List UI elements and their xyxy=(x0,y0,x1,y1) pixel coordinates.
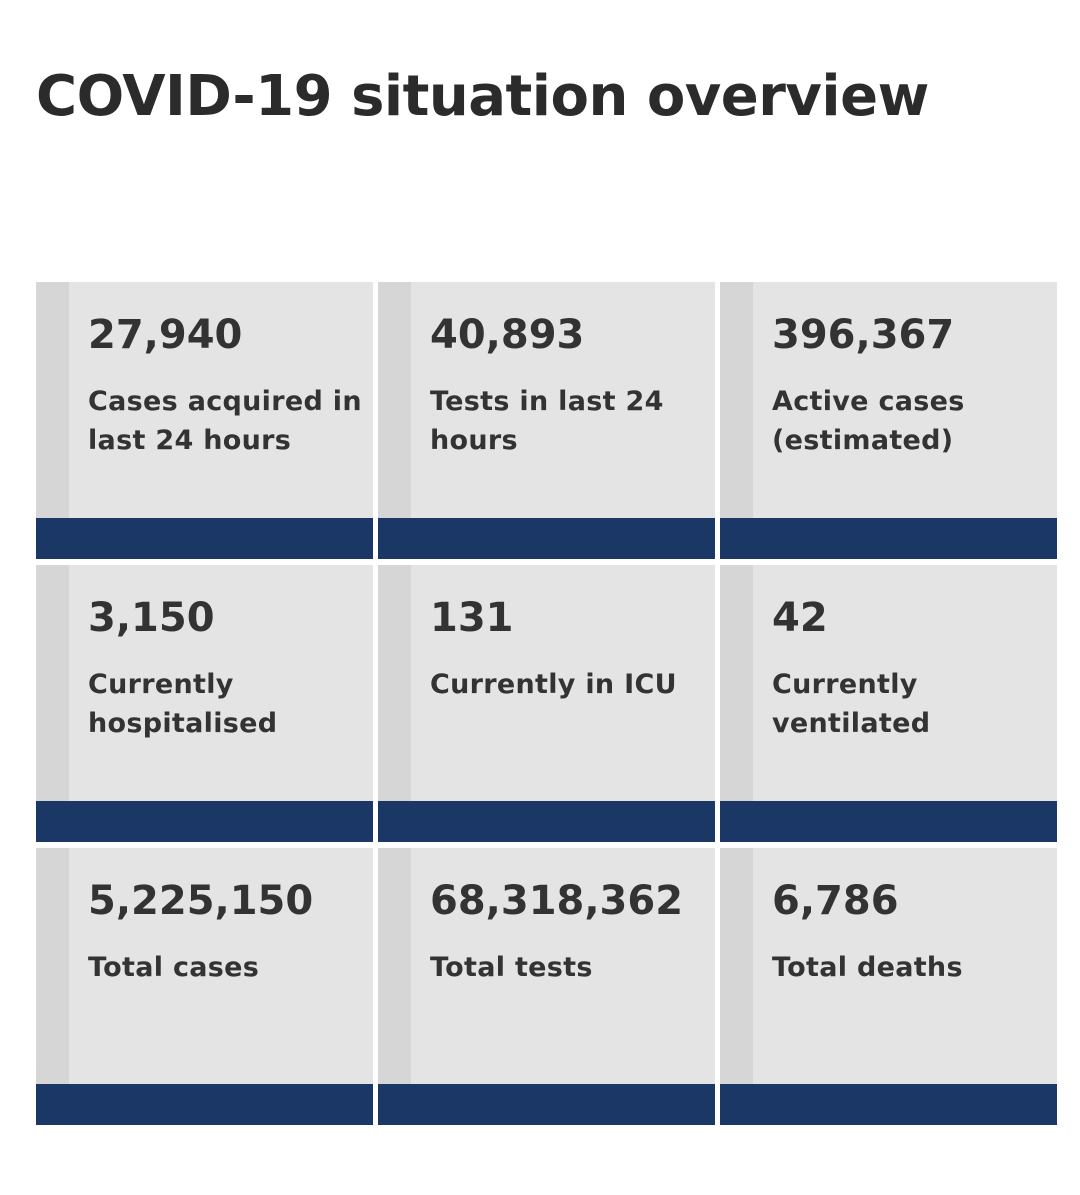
stat-value: 396,367 xyxy=(772,312,955,358)
stat-card-total-tests: 68,318,362 Total tests xyxy=(378,848,715,1125)
card-edge xyxy=(378,848,411,1084)
card-accent-bar xyxy=(36,801,373,842)
card-edge xyxy=(720,848,753,1084)
card-edge xyxy=(720,565,753,801)
stat-value: 40,893 xyxy=(430,312,585,358)
card-accent-bar xyxy=(378,518,715,559)
stat-card-hospitalised: 3,150 Currently hospitalised xyxy=(36,565,373,842)
card-accent-bar xyxy=(720,518,1057,559)
stat-label: Total tests xyxy=(430,952,593,983)
stat-card-ventilated: 42 Currently ventilated xyxy=(720,565,1057,842)
stat-card-active-cases: 396,367 Active cases (estimated) xyxy=(720,282,1057,559)
stat-value: 5,225,150 xyxy=(88,878,314,924)
card-accent-bar xyxy=(36,518,373,559)
stat-label: Currently ventilated xyxy=(772,669,931,739)
stat-value: 68,318,362 xyxy=(430,878,684,924)
card-edge xyxy=(378,282,411,518)
card-accent-bar xyxy=(720,1084,1057,1125)
card-accent-bar xyxy=(378,801,715,842)
stat-value: 6,786 xyxy=(772,878,899,924)
card-edge xyxy=(36,565,69,801)
page-title: COVID-19 situation overview xyxy=(36,64,929,129)
card-accent-bar xyxy=(36,1084,373,1125)
stat-label: Tests in last 24 hours xyxy=(430,386,664,456)
stat-label: Total cases xyxy=(88,952,260,983)
stat-label: Cases acquired in last 24 hours xyxy=(88,386,362,456)
stat-label: Active cases (estimated) xyxy=(772,386,965,456)
card-accent-bar xyxy=(720,801,1057,842)
card-accent-bar xyxy=(378,1084,715,1125)
card-edge xyxy=(720,282,753,518)
stats-grid: 27,940 Cases acquired in last 24 hours 4… xyxy=(36,282,1058,1125)
stat-label: Currently hospitalised xyxy=(88,669,278,739)
stat-card-total-deaths: 6,786 Total deaths xyxy=(720,848,1057,1125)
stat-value: 131 xyxy=(430,595,514,641)
stat-value: 27,940 xyxy=(88,312,243,358)
stat-label: Total deaths xyxy=(772,952,963,983)
stat-card-icu: 131 Currently in ICU xyxy=(378,565,715,842)
stat-label: Currently in ICU xyxy=(430,669,677,700)
card-edge xyxy=(378,565,411,801)
card-edge xyxy=(36,848,69,1084)
stat-card-tests-24h: 40,893 Tests in last 24 hours xyxy=(378,282,715,559)
stat-card-total-cases: 5,225,150 Total cases xyxy=(36,848,373,1125)
stat-value: 42 xyxy=(772,595,828,641)
stat-value: 3,150 xyxy=(88,595,215,641)
stat-card-cases-24h: 27,940 Cases acquired in last 24 hours xyxy=(36,282,373,559)
card-edge xyxy=(36,282,69,518)
